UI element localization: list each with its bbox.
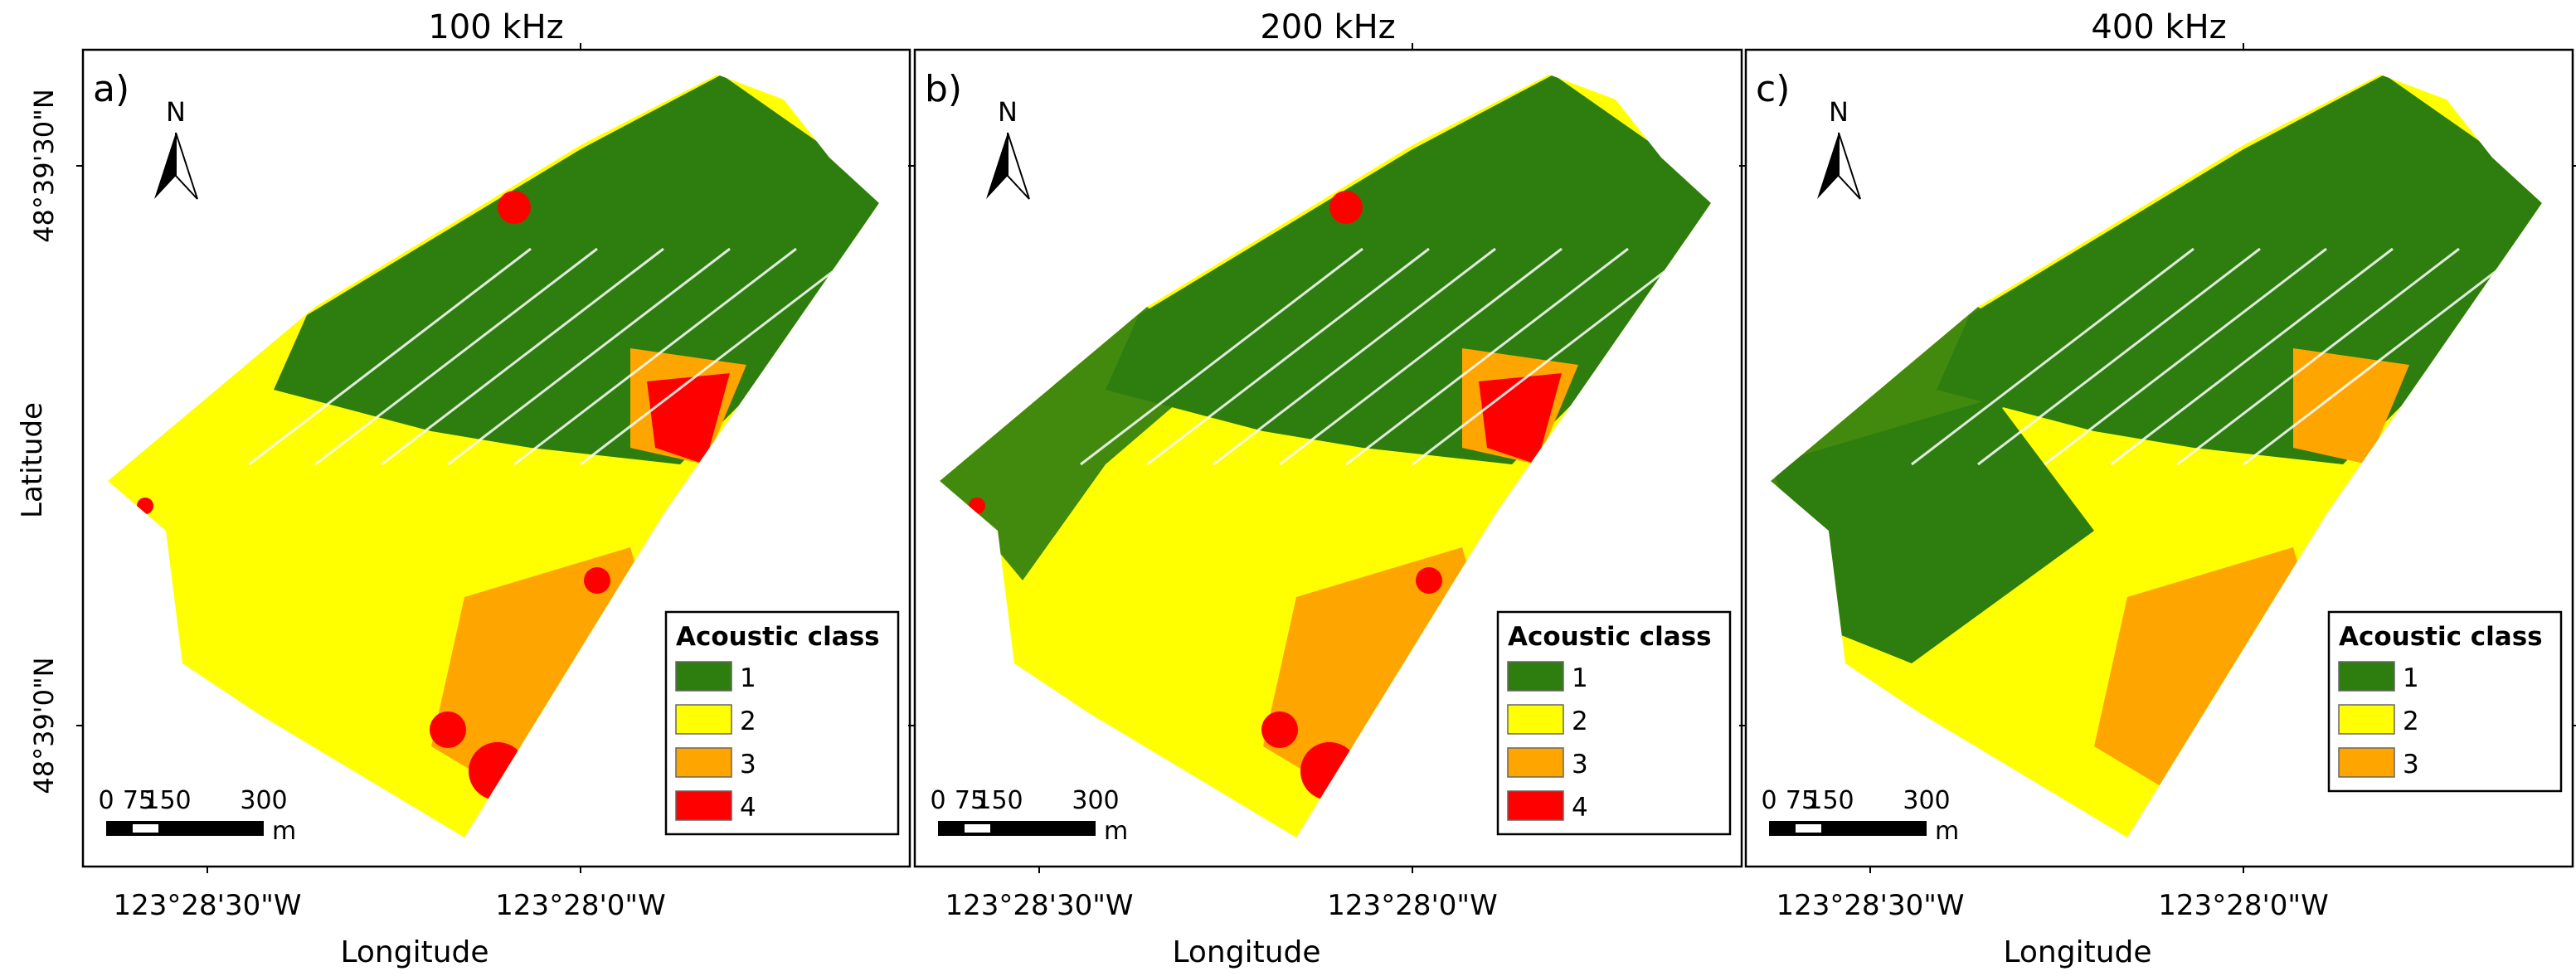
legend-title: Acoustic class [2339,622,2543,652]
scale-bar-tick: 300 [240,786,287,815]
panel-letter: a) [93,68,129,110]
lon-tick-label: 123°28'0"W [1327,889,1497,922]
legend-swatch [675,704,732,735]
legend-class-label: 4 [1572,793,1588,823]
scale-bar-tick: 0 [98,786,114,815]
frequency-title: 400 kHz [2091,8,2226,46]
legend-class-label: 1 [2403,663,2419,693]
scale-bar-tick: 75 [123,786,154,815]
scale-bar-tick: 150 [975,786,1023,815]
legend-class-label: 2 [1572,707,1588,736]
legend-class-label: 3 [1572,750,1588,779]
class-4-region [1479,373,1562,464]
legend-class-label: 2 [740,707,756,736]
legend-title: Acoustic class [1508,622,1712,652]
legend-class-label: 3 [2403,750,2419,779]
lon-tick-label: 123°28'30"W [945,889,1133,922]
x-axis-label: Longitude [340,935,488,969]
scale-bar-tick: 0 [1761,786,1776,815]
lon-tick-label: 123°28'0"W [2158,889,2328,922]
legend-swatch [1507,704,1564,735]
panel-letter: b) [925,68,962,110]
panel-letter: c) [1756,68,1790,110]
north-arrow-icon [986,132,1030,200]
legend-class-label: 1 [1572,663,1588,693]
scale-bar-tick: 300 [1903,786,1950,815]
legend-swatch [1507,661,1564,692]
lon-tick-label: 123°28'30"W [113,889,301,922]
legend-class-label: 3 [740,750,756,779]
lon-tick-label: 123°28'0"W [495,889,665,922]
scale-bar-tick: 150 [1806,786,1854,815]
scale-bar-tick: 150 [143,786,191,815]
legend-class-label: 2 [2403,707,2419,736]
north-arrow-label: N [1829,96,1849,128]
legend-swatch [675,747,732,778]
legend-class-label: 4 [740,793,756,823]
x-axis-label: Longitude [1172,935,1320,969]
lat-tick-label: 48°39'30"N [28,89,60,243]
legend-swatch [2338,747,2395,778]
legend-swatch [2338,704,2395,735]
lon-tick-label: 123°28'30"W [1776,889,1964,922]
legend: Acoustic class 1 2 3 4 [1496,610,1732,836]
legend: Acoustic class 1 2 3 [2327,610,2563,793]
frequency-title: 100 kHz [428,8,563,46]
north-arrow-icon [154,132,198,200]
map-panel: 100 kHz a) N 123°28'30"W 123°28'0"WLongitude… [76,8,916,969]
legend-swatch [2338,661,2395,692]
scale-bar-tick: 0 [930,786,945,815]
y-axis-label: Latitude [16,402,49,518]
scale-bar-tick: 75 [955,786,986,815]
legend-swatch [1507,747,1564,778]
map-panel: 200 kHz b) N 123°28'30"W 123°28'0"WLongitude… [908,8,1748,969]
scale-bar-tick: 300 [1072,786,1119,815]
legend-class-label: 1 [740,663,756,693]
legend-swatch [1507,790,1564,821]
frequency-title: 200 kHz [1260,8,1395,46]
legend-swatch [675,661,732,692]
north-arrow-icon [1817,132,1861,200]
legend: Acoustic class 1 2 3 4 [664,610,900,836]
lat-tick-label: 48°39'0"N [28,657,60,794]
legend-swatch [675,790,732,821]
x-axis-label: Longitude [2003,935,2151,969]
north-arrow-label: N [166,96,186,128]
scale-bar-unit: m [1104,817,1128,846]
legend-title: Acoustic class [676,622,880,652]
scale-bar-unit: m [1935,817,1959,846]
scale-bar-unit: m [272,817,296,846]
north-arrow-label: N [998,96,1018,128]
map-panel: 400 kHz c) N 123°28'30"W 123°28'0"WLongitude… [1739,8,2576,969]
scale-bar-tick: 75 [1786,786,1817,815]
class-4-region [647,373,730,464]
